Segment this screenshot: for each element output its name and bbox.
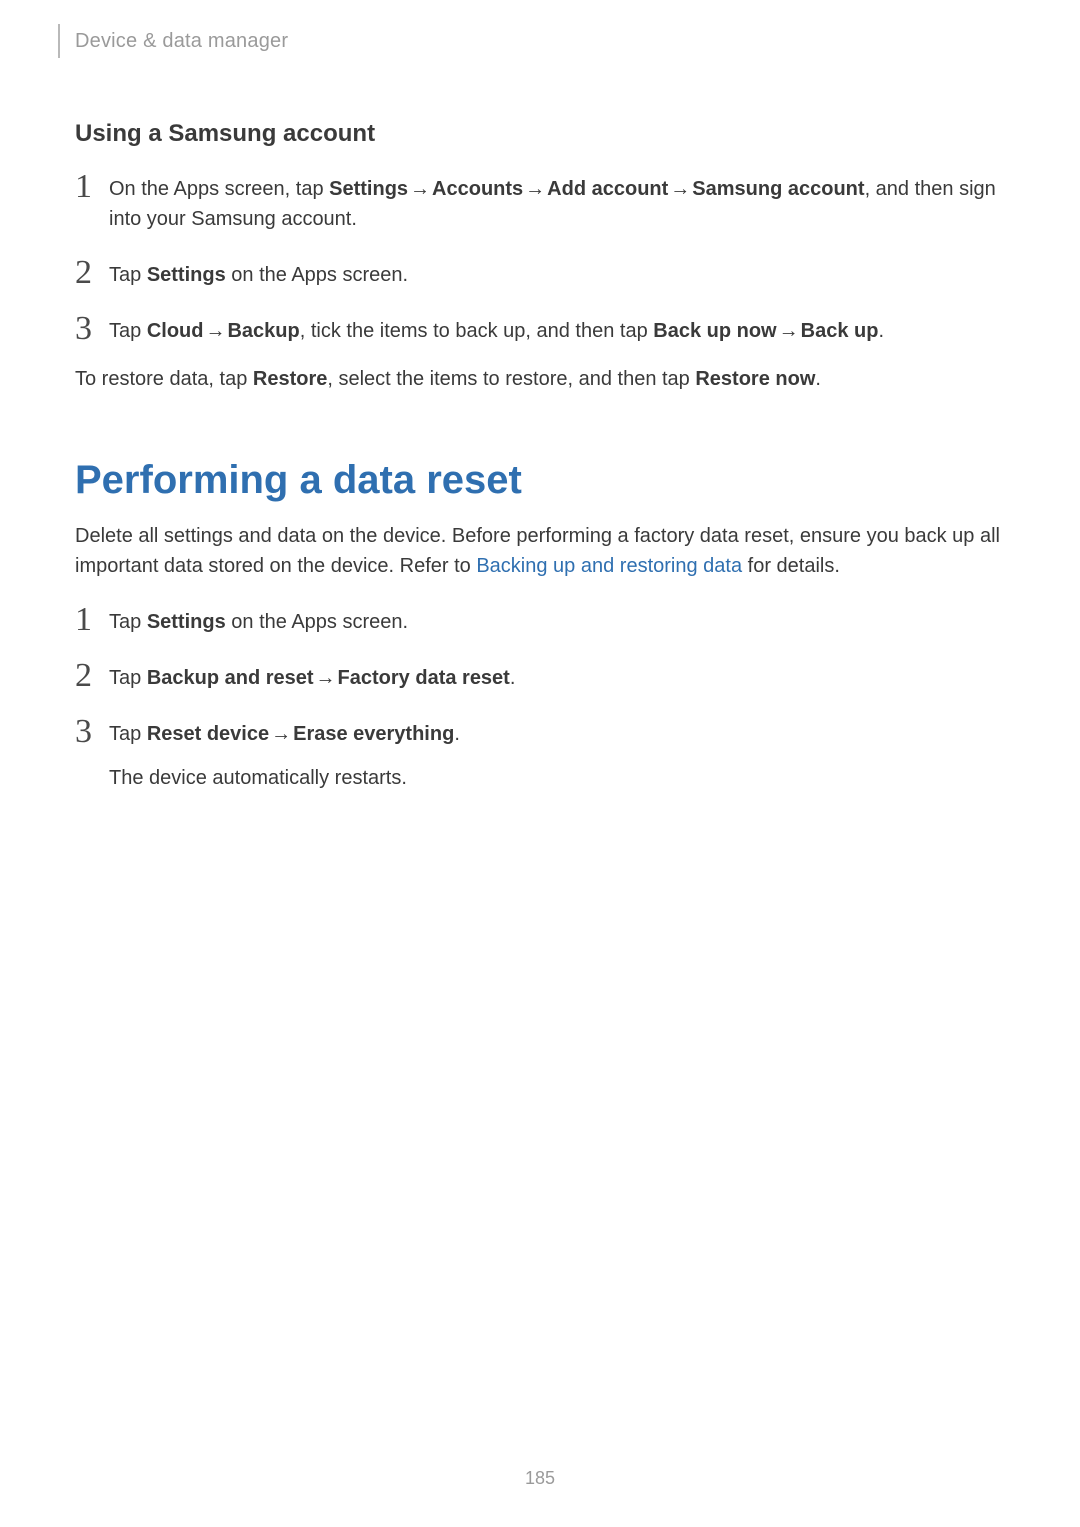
- step-number: 2: [75, 659, 109, 693]
- text: Tap: [109, 667, 147, 689]
- bold: Reset device: [147, 723, 269, 745]
- text: Tap: [109, 264, 147, 286]
- text: .: [878, 320, 884, 342]
- text: on the Apps screen.: [226, 264, 408, 286]
- text: To restore data, tap: [75, 368, 253, 390]
- text: .: [815, 368, 821, 390]
- step-number: 3: [75, 715, 109, 749]
- intro-paragraph: Delete all settings and data on the devi…: [75, 521, 1005, 581]
- text: .: [510, 667, 516, 689]
- step-3: 3 Tap Cloud→Backup, tick the items to ba…: [75, 316, 1005, 346]
- text: , tick the items to back up, and then ta…: [300, 320, 654, 342]
- arrow-icon: →: [777, 320, 801, 342]
- bold: Back up now: [653, 320, 776, 342]
- bold: Settings: [147, 264, 226, 286]
- bold: Settings: [147, 611, 226, 633]
- header-rule: [58, 24, 60, 58]
- text: for details.: [742, 555, 840, 577]
- bold: Cloud: [147, 320, 204, 342]
- bold: Add account: [547, 178, 668, 200]
- step-2: 2 Tap Settings on the Apps screen.: [75, 260, 1005, 290]
- bold: Settings: [329, 178, 408, 200]
- reset-step-1: 1 Tap Settings on the Apps screen.: [75, 607, 1005, 637]
- step-text: Tap Settings on the Apps screen.: [109, 607, 408, 637]
- text: on the Apps screen.: [226, 611, 408, 633]
- bold: Accounts: [432, 178, 523, 200]
- step-text: Tap Reset device→Erase everything.: [109, 719, 460, 749]
- breadcrumb: Device & data manager: [75, 30, 288, 53]
- bold: Erase everything: [293, 723, 454, 745]
- text: Tap: [109, 611, 147, 633]
- text: , select the items to restore, and then …: [327, 368, 695, 390]
- step-number: 3: [75, 312, 109, 346]
- bold: Back up: [801, 320, 879, 342]
- bold: Restore: [253, 368, 327, 390]
- page-number: 185: [0, 1468, 1080, 1489]
- step-number: 1: [75, 170, 109, 204]
- restart-note: The device automatically restarts.: [109, 763, 1005, 793]
- section-heading-samsung-account: Using a Samsung account: [75, 120, 1005, 148]
- arrow-icon: →: [269, 723, 293, 745]
- page: Device & data manager Using a Samsung ac…: [0, 0, 1080, 1527]
- bold: Factory data reset: [338, 667, 510, 689]
- bold: Samsung account: [692, 178, 864, 200]
- bold: Backup: [227, 320, 299, 342]
- arrow-icon: →: [203, 320, 227, 342]
- reset-step-3: 3 Tap Reset device→Erase everything.: [75, 719, 1005, 749]
- text: Tap: [109, 320, 147, 342]
- text: .: [454, 723, 460, 745]
- restore-paragraph: To restore data, tap Restore, select the…: [75, 364, 1005, 394]
- step-text: Tap Settings on the Apps screen.: [109, 260, 408, 290]
- bold: Backup and reset: [147, 667, 314, 689]
- arrow-icon: →: [314, 667, 338, 689]
- arrow-icon: →: [408, 178, 432, 200]
- step-number: 2: [75, 256, 109, 290]
- text: On the Apps screen, tap: [109, 178, 329, 200]
- step-1: 1 On the Apps screen, tap Settings→Accou…: [75, 174, 1005, 234]
- step-text: On the Apps screen, tap Settings→Account…: [109, 174, 1005, 234]
- arrow-icon: →: [668, 178, 692, 200]
- arrow-icon: →: [523, 178, 547, 200]
- step-text: Tap Cloud→Backup, tick the items to back…: [109, 316, 884, 346]
- heading-performing-data-reset: Performing a data reset: [75, 458, 1005, 503]
- step-number: 1: [75, 603, 109, 637]
- link-backing-up[interactable]: Backing up and restoring data: [476, 555, 742, 577]
- step-text: Tap Backup and reset→Factory data reset.: [109, 663, 515, 693]
- reset-step-2: 2 Tap Backup and reset→Factory data rese…: [75, 663, 1005, 693]
- bold: Restore now: [695, 368, 815, 390]
- text: Tap: [109, 723, 147, 745]
